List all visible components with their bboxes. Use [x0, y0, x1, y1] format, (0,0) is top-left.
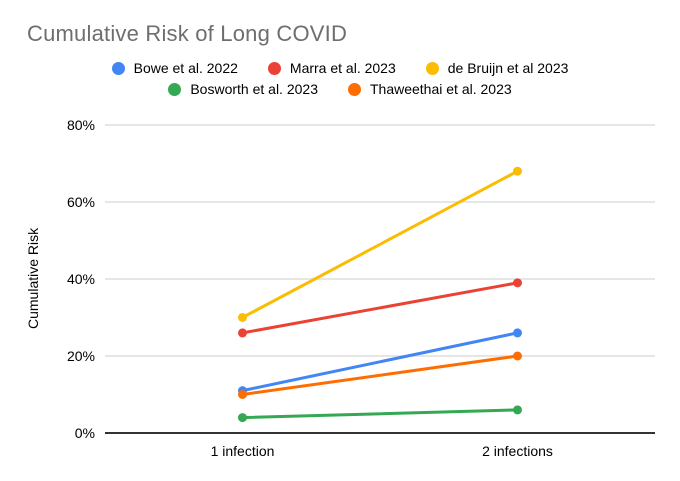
legend-swatch-icon: [267, 61, 281, 75]
data-point: [513, 278, 522, 288]
legend-label: de Bruijn et al 2023: [447, 60, 569, 76]
y-tick-label: 40%: [67, 271, 95, 287]
series-line-4: [241, 354, 519, 396]
legend-swatch-icon: [347, 82, 361, 96]
y-tick-label: 0%: [75, 425, 95, 441]
legend-row-2: Bosworth et al. 2023 Thaweethai et al. 2…: [168, 81, 512, 97]
legend-item-bosworth[interactable]: Bosworth et al. 2023: [168, 81, 318, 97]
legend-label: Bosworth et al. 2023: [190, 81, 318, 97]
legend: Bowe et al. 2022 Marra et al. 2023 de Br…: [0, 60, 680, 97]
legend-swatch-icon: [425, 61, 439, 75]
legend-label: Marra et al. 2023: [289, 60, 396, 76]
legend-item-marra[interactable]: Marra et al. 2023: [267, 60, 396, 76]
series-line-1: [241, 281, 519, 335]
y-tick-label: 80%: [67, 117, 95, 133]
series-line-0: [241, 331, 519, 393]
legend-item-thaweethai[interactable]: Thaweethai et al. 2023: [347, 81, 512, 97]
x-tick-label: 1 infection: [211, 443, 275, 459]
data-point: [513, 328, 522, 338]
data-point: [513, 405, 522, 415]
legend-swatch-icon: [111, 61, 125, 75]
data-point: [513, 166, 522, 176]
data-point: [238, 413, 247, 423]
series-line-2: [241, 169, 519, 319]
data-point: [238, 313, 247, 322]
legend-item-bowe[interactable]: Bowe et al. 2022: [111, 60, 238, 76]
y-tick-label: 20%: [67, 348, 95, 364]
legend-label: Thaweethai et al. 2023: [369, 81, 512, 97]
legend-row-1: Bowe et al. 2022 Marra et al. 2023 de Br…: [111, 60, 569, 76]
data-point: [513, 351, 522, 361]
chart-title: Cumulative Risk of Long COVID: [27, 21, 348, 46]
data-point: [238, 390, 247, 399]
y-tick-label: 60%: [67, 194, 95, 210]
data-point: [238, 328, 247, 338]
legend-swatch-icon: [168, 82, 182, 96]
series-line-3: [241, 408, 519, 420]
x-tick-label: 2 infections: [482, 443, 553, 459]
legend-label: Bowe et al. 2022: [133, 60, 238, 76]
legend-item-debruijn[interactable]: de Bruijn et al 2023: [425, 60, 569, 76]
